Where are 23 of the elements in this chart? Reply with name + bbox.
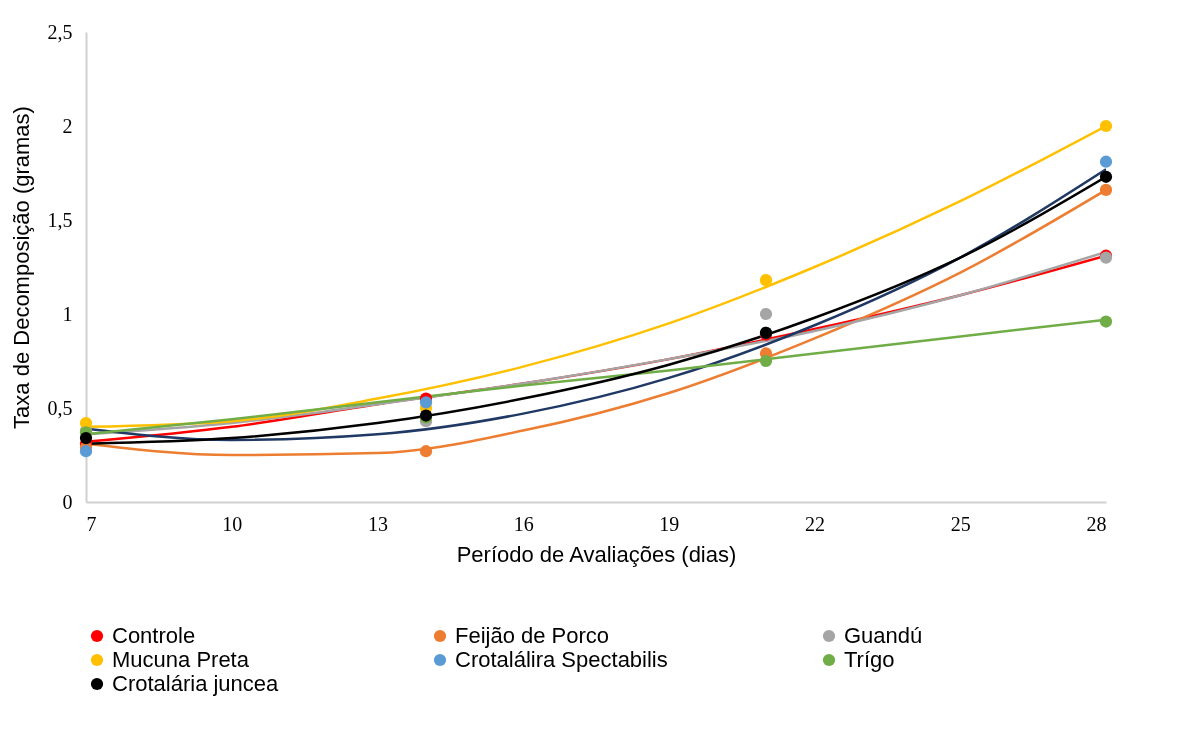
legend-label: Guandú [844,623,923,648]
legend-label: Mucuna Preta [112,647,250,672]
y-tick-label: 2 [62,114,73,137]
x-axis-title: Período de Avaliações (dias) [456,541,737,567]
y-tick-label: 0 [62,490,73,513]
y-tick-label: 2,5 [47,20,73,43]
y-tick-label: 0,5 [47,396,73,419]
y-tick-label: 1,5 [47,208,73,231]
legend-label: Feijão de Porco [455,623,610,648]
x-tick-label: 19 [659,512,680,535]
legend-label: Trígo [844,647,895,672]
legend-label: Crotalária juncea [112,671,280,696]
x-tick-label: 25 [950,512,971,535]
x-tick-label: 13 [367,512,388,535]
x-tick-label: 22 [805,512,826,535]
y-axis-title: Taxa de Decomposição (gramas) [8,106,34,429]
x-tick-label: 10 [222,512,243,535]
x-tick-label: 7 [86,512,97,535]
legend-label: Controle [112,623,196,648]
x-tick-label: 16 [513,512,534,535]
y-tick-label: 1 [62,302,73,325]
legend-label: Crotalálira Spectabilis [455,647,668,672]
x-tick-label: 28 [1086,512,1107,535]
